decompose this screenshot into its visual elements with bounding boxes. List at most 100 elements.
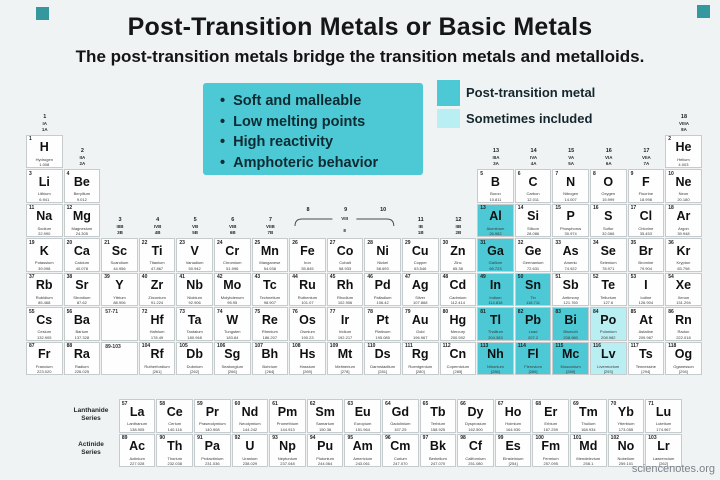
watermark: sciencenotes.org xyxy=(631,463,715,475)
element-mass: 208.980 xyxy=(563,334,578,340)
page-title: Post-Transition Metals or Basic Metals xyxy=(127,13,593,41)
element-symbol: Nd xyxy=(241,404,259,419)
element-number: 38 xyxy=(66,274,73,280)
element-cell-pm: 61 Pm Promethium 144.913 xyxy=(269,399,306,433)
element-number: 101 xyxy=(573,435,582,441)
element-number: 61 xyxy=(272,400,278,407)
element-symbol: Hf xyxy=(150,312,164,327)
element-symbol: U xyxy=(245,439,255,453)
element-name: Selenium xyxy=(599,260,617,265)
element-mass: 47.867 xyxy=(150,265,164,271)
element-number: 108 xyxy=(292,343,301,349)
element-symbol: Sn xyxy=(525,278,542,292)
element-number: 112 xyxy=(442,343,451,349)
element-name: Neodymium xyxy=(239,421,261,426)
element-mass: 258.1 xyxy=(583,461,594,466)
element-name: Helium xyxy=(677,156,690,162)
properties-bullet-list: Soft and malleableLow melting pointsHigh… xyxy=(220,91,423,173)
element-cell-mo: 42 Mo Molybdenum 95.95 xyxy=(214,272,251,306)
group-header-11: 11 IB 1B xyxy=(402,204,440,236)
element-cell-ru: 44 Ru Ruthenium 101.07 xyxy=(289,272,326,306)
element-mass: 140.116 xyxy=(167,426,182,432)
element-cell-np: 93 Np Neptunium 237.048 xyxy=(269,433,306,467)
element-mass: 196.967 xyxy=(413,334,428,340)
element-symbol: Cl xyxy=(639,209,653,223)
element-cell-zn: 30 Zn Zinc 65.38 xyxy=(439,238,477,272)
element-cell-al: 13 Al Aluminum 26.982 xyxy=(477,203,514,237)
element-mass: 231.036 xyxy=(205,461,220,466)
element-cell-og: 118 Og Oganesson [294] xyxy=(665,341,702,375)
element-name: Silver xyxy=(415,294,426,300)
element-mass: 83.798 xyxy=(677,265,690,271)
element-name: Lutetium xyxy=(655,421,672,426)
element-number: 79 xyxy=(405,308,411,315)
element-symbol: Sr xyxy=(75,278,89,292)
element-cell-ni: 28 Ni Nickel 58.693 xyxy=(364,238,401,272)
element-symbol: P xyxy=(566,209,575,223)
element-symbol: Mn xyxy=(260,243,279,258)
element-symbol: Mo xyxy=(223,278,242,292)
element-name: Darmstadtium xyxy=(370,363,396,369)
element-cell-er: 68 Er Erbium 167.259 xyxy=(532,399,569,433)
group-number: 11 xyxy=(417,216,424,223)
element-cell-lv: 116 Lv Livermorium [293] xyxy=(590,341,627,375)
property-bullet: Amphoteric behavior xyxy=(220,153,423,174)
element-symbol: Ne xyxy=(675,174,692,189)
element-mass: [280] xyxy=(415,369,425,374)
element-symbol: Sb xyxy=(562,278,579,292)
element-symbol: Eu xyxy=(354,404,371,419)
group-letter: 7A xyxy=(643,161,650,166)
element-number: 72 xyxy=(141,308,148,315)
element-name: Iodine xyxy=(640,294,652,300)
element-number: 52 xyxy=(593,274,599,280)
element-name: Terbium xyxy=(430,421,446,426)
element-number: 55 xyxy=(29,308,35,315)
element-name: Francium xyxy=(35,363,53,369)
element-number: 60 xyxy=(234,400,241,407)
property-bullet: Low melting points xyxy=(220,112,423,133)
element-symbol: O xyxy=(603,174,614,189)
element-number: 65 xyxy=(422,400,429,407)
element-mass: 28.086 xyxy=(526,231,540,236)
element-cell-i: 53 I Iodine 126.904 xyxy=(627,272,665,306)
element-symbol: H xyxy=(39,140,49,154)
element-number: 62 xyxy=(309,400,316,407)
element-cell-bh: 107 Bh Bohrium [264] xyxy=(251,341,289,375)
element-symbol: Og xyxy=(674,347,693,361)
element-number: 18 xyxy=(668,205,674,211)
element-cell-si: 14 Si Silicon 28.086 xyxy=(514,203,552,237)
property-bullet: High reactivity xyxy=(220,132,423,153)
element-mass: 183.84 xyxy=(226,334,239,340)
element-symbol: S xyxy=(604,209,613,223)
element-mass: 32.066 xyxy=(602,231,615,236)
element-name: Silicon xyxy=(527,225,539,231)
group-number: 17 xyxy=(643,148,650,154)
element-mass: 50.942 xyxy=(188,265,201,271)
element-mass: 74.922 xyxy=(564,265,577,271)
element-mass: 22.990 xyxy=(38,231,51,236)
element-cell-hg: 80 Hg Mercury 200.592 xyxy=(439,307,477,341)
element-number: 68 xyxy=(535,400,542,407)
element-mass: 44.956 xyxy=(113,265,126,271)
series-label-actinide: Actinide Series xyxy=(78,441,104,456)
element-cell-at: 85 At Astatine 209.987 xyxy=(627,307,665,341)
element-mass: 18.998 xyxy=(639,196,652,202)
element-cell-rg: 111 Rg Roentgenium [280] xyxy=(402,341,439,375)
element-symbol: Be xyxy=(73,174,90,189)
series-placeholder-cell: 89-103 xyxy=(101,341,138,375)
element-symbol: Lu xyxy=(655,404,672,419)
element-name: Krypton xyxy=(676,260,691,265)
element-mass: 102.906 xyxy=(337,300,353,305)
element-symbol: I xyxy=(644,278,648,292)
element-cell-s: 16 S Sulfur 32.066 xyxy=(590,203,627,237)
element-symbol: Se xyxy=(600,243,616,258)
group-number: 13 xyxy=(492,148,500,154)
group-roman: IIA xyxy=(79,155,86,160)
element-name: Rhenium xyxy=(261,329,278,334)
element-number: 41 xyxy=(179,274,185,280)
element-cell-md: 101 Md Mendelevium 258.1 xyxy=(570,433,607,467)
element-name: Hassium xyxy=(299,363,316,369)
element-cell-p: 15 P Phosphorus 30.974 xyxy=(552,203,589,237)
element-symbol: Cf xyxy=(468,439,483,453)
element-mass: 168.934 xyxy=(581,426,596,432)
